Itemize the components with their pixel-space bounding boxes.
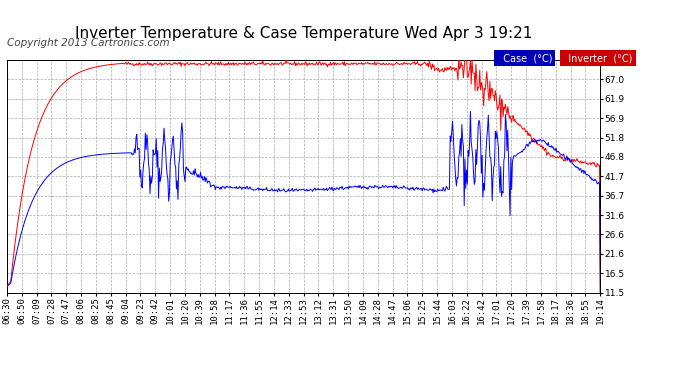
Text: Inverter  (°C): Inverter (°C) [562, 53, 633, 63]
Text: Copyright 2013 Cartronics.com: Copyright 2013 Cartronics.com [7, 38, 170, 48]
Text: Case  (°C): Case (°C) [497, 53, 552, 63]
Text: Inverter Temperature & Case Temperature Wed Apr 3 19:21: Inverter Temperature & Case Temperature … [75, 26, 532, 41]
